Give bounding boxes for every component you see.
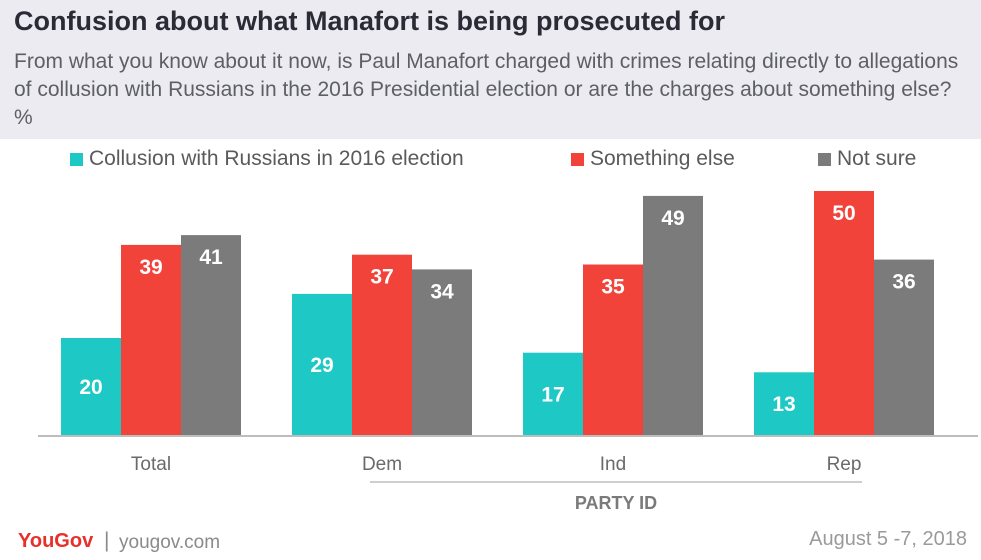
legend-item-collusion: Collusion with Russians in 2016 election (70, 147, 464, 171)
data-label-rep-series-2: 50 (832, 202, 855, 225)
group-label-party-id: PARTY ID (575, 493, 657, 513)
data-label-dem-series-1: 29 (310, 354, 333, 377)
legend-label-not-sure: Not sure (837, 147, 917, 170)
data-label-rep-series-1: 13 (772, 393, 795, 416)
data-label-total-series-1: 20 (79, 376, 102, 399)
category-label-rep: Rep (827, 454, 862, 475)
bar-rep-series-2 (814, 191, 874, 436)
legend-swatch-not-sure (818, 152, 831, 166)
data-label-total-series-2: 39 (139, 256, 162, 279)
bar-total-series-2 (121, 244, 181, 436)
legend-label-something-else: Something else (590, 147, 735, 170)
bar-total-series-3 (181, 235, 241, 436)
bar-ind-series-1 (523, 352, 583, 436)
bar-rep-series-3 (874, 259, 934, 436)
chart-legend: Collusion with Russians in 2016 election… (0, 147, 981, 177)
chart-title: Confusion about what Manafort is being p… (14, 6, 726, 36)
data-label-ind-series-2: 35 (601, 276, 625, 299)
footer-site: yougov.com (119, 532, 221, 553)
category-label-dem: Dem (362, 454, 402, 475)
bar-rep-series-1 (754, 372, 814, 436)
bar-dem-series-3 (412, 269, 472, 436)
bar-ind-series-2 (583, 264, 643, 436)
data-label-dem-series-2: 37 (370, 266, 393, 289)
data-label-dem-series-3: 34 (430, 280, 454, 303)
bar-total-series-1 (61, 338, 121, 436)
data-label-rep-series-3: 36 (892, 271, 915, 294)
bar-ind-series-3 (643, 195, 703, 436)
bar-dem-series-1 (292, 293, 352, 436)
legend-swatch-collusion (70, 152, 83, 166)
data-label-total-series-3: 41 (199, 246, 223, 269)
data-label-ind-series-3: 49 (661, 207, 684, 230)
yougov-logo: YouGov (18, 530, 94, 552)
footer-separator: | (104, 529, 110, 552)
legend-swatch-something-else (571, 152, 584, 166)
bar-chart: 20 39 41 Total 29 37 34 Dem 17 35 49 Ind 13 50 36 Rep PA… (38, 191, 978, 513)
chart-subtitle: From what you know about it now, is Paul… (14, 50, 959, 129)
legend-label-collusion: Collusion with Russians in 2016 election (89, 147, 464, 170)
header-band: Confusion about what Manafort is being p… (0, 0, 981, 139)
legend-item-not-sure: Not sure (818, 147, 916, 171)
category-label-total: Total (131, 454, 171, 475)
category-label-ind: Ind (600, 454, 626, 475)
data-label-ind-series-1: 17 (541, 383, 564, 406)
bar-dem-series-2 (352, 254, 412, 436)
footer-date: August 5 -7, 2018 (809, 528, 967, 550)
legend-item-something-else: Something else (571, 147, 735, 171)
